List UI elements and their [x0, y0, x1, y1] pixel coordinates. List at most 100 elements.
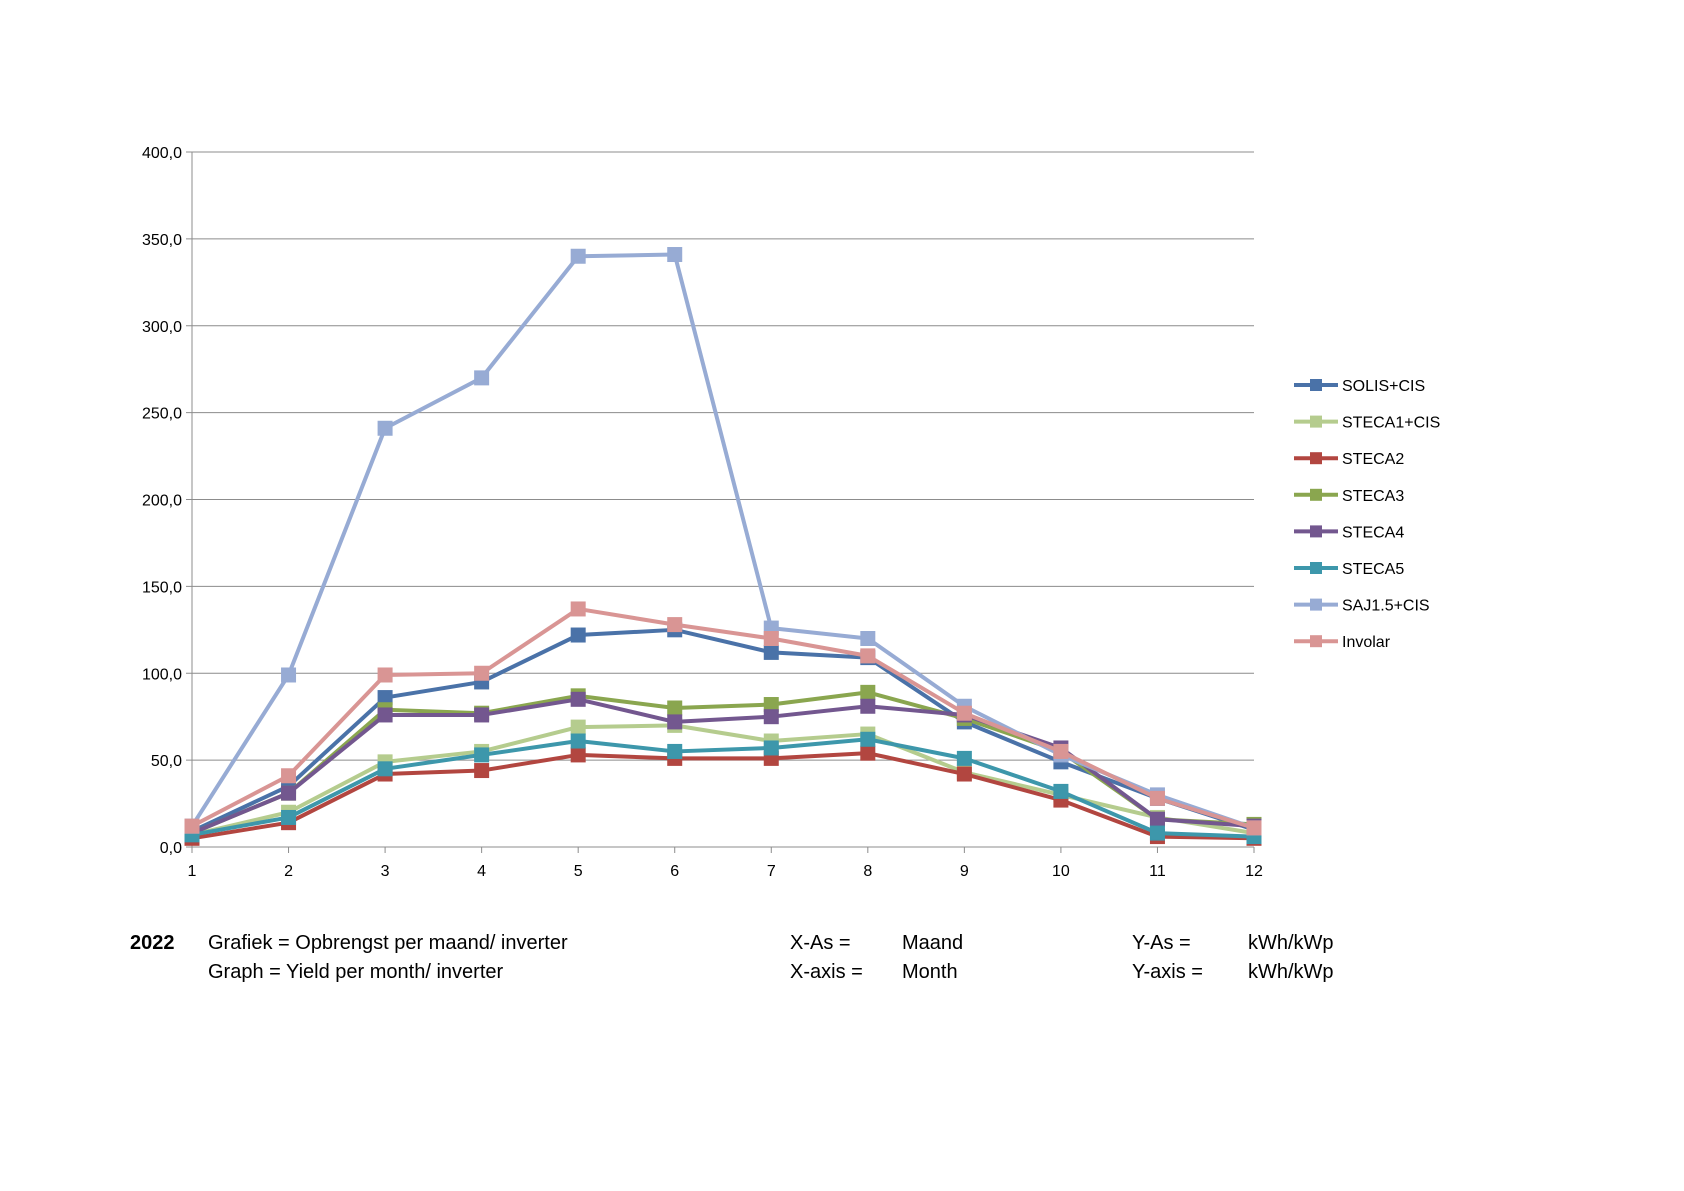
data-point-steca4 — [763, 709, 779, 725]
series-line-solis-cis — [191, 627, 1255, 834]
y-tick-label: 0,0 — [160, 840, 182, 857]
x-tick-label: 1 — [188, 863, 197, 880]
legend-marker — [1310, 525, 1322, 538]
x-tick-label: 4 — [477, 863, 486, 880]
legend-marker — [1310, 635, 1322, 648]
series-line-saj1-5-cis — [190, 252, 1255, 830]
series-line-involar — [191, 606, 1255, 830]
series-steca3 — [184, 684, 1262, 841]
data-point-steca5 — [281, 809, 297, 825]
data-point-saj1-5-cis — [860, 631, 876, 646]
data-point-involar — [667, 617, 683, 633]
data-point-saj1-5-cis — [281, 667, 297, 683]
x-tick-label: 8 — [863, 863, 872, 880]
x-tick-label: 7 — [767, 863, 776, 880]
x-tick-label: 5 — [574, 863, 583, 880]
data-point-steca2 — [956, 766, 972, 782]
data-point-solis-cis — [763, 644, 779, 660]
legend-label: STECA3 — [1342, 488, 1404, 505]
data-point-steca2 — [474, 763, 490, 779]
series-line-steca2 — [191, 751, 1255, 841]
caption-description-nl: Grafiek = Opbrengst per maand/ inverter — [208, 932, 568, 954]
legend-label: STECA4 — [1342, 524, 1404, 541]
data-point-steca5 — [956, 750, 972, 766]
caption-year: 2022 — [130, 932, 175, 954]
caption-description-en: Graph = Yield per month/ inverter — [208, 961, 504, 983]
data-point-steca5 — [1053, 783, 1069, 799]
y-tick-label: 250,0 — [142, 406, 182, 423]
legend-item-steca2: STECA2 — [1294, 451, 1404, 468]
data-point-involar — [184, 818, 200, 834]
caption-y-value-nl: kWh/kWp — [1248, 932, 1334, 954]
y-tick-label: 100,0 — [142, 666, 182, 683]
legend-item-solis-cis: SOLIS+CIS — [1294, 378, 1425, 395]
legend-label: STECA5 — [1342, 561, 1404, 578]
y-tick-label: 150,0 — [142, 579, 182, 596]
data-point-solis-cis — [570, 627, 586, 643]
caption-x-value-en: Month — [902, 961, 958, 983]
caption-x-label-nl: X-As = — [790, 932, 851, 954]
legend-label: Involar — [1342, 634, 1391, 651]
data-point-steca4 — [860, 698, 876, 714]
data-point-steca1-cis — [570, 719, 586, 735]
x-tick-label: 10 — [1052, 863, 1070, 880]
legend-item-saj1-5-cis: SAJ1.5+CIS — [1294, 598, 1430, 615]
data-point-saj1-5-cis — [570, 248, 586, 264]
x-tick-label: 3 — [381, 863, 390, 880]
data-point-steca4 — [377, 707, 393, 723]
data-point-steca4 — [667, 714, 683, 730]
data-point-involar — [377, 667, 393, 683]
legend-label: STECA1+CIS — [1342, 415, 1440, 432]
x-tick-label: 2 — [284, 863, 293, 880]
legend-item-steca5: STECA5 — [1294, 561, 1404, 578]
data-point-involar — [1246, 820, 1262, 836]
y-tick-label: 50,0 — [151, 753, 182, 770]
series-lines — [184, 247, 1262, 846]
data-point-involar — [1149, 790, 1165, 806]
y-axis-tick-labels: 0,0 50,0 100,0 150,0 200,0 250,0 300,0 350,0 400… — [142, 145, 182, 857]
data-point-steca2 — [570, 747, 586, 763]
legend-marker — [1310, 452, 1322, 465]
data-point-steca5 — [763, 740, 779, 756]
data-point-involar — [1053, 743, 1069, 759]
legend: SOLIS+CIS STECA1+CIS STECA2 STECA3 STECA4 STE… — [1294, 378, 1440, 651]
y-tick-label: 200,0 — [142, 493, 182, 510]
x-tick-label: 11 — [1149, 863, 1166, 880]
series-steca5 — [184, 731, 1262, 845]
caption-y-label-en: Y-axis = — [1132, 961, 1203, 983]
x-tick-label: 12 — [1245, 863, 1263, 880]
legend-label: SOLIS+CIS — [1342, 378, 1425, 395]
data-point-steca4 — [281, 785, 297, 801]
data-point-steca3 — [860, 684, 876, 700]
data-point-involar — [474, 665, 490, 681]
y-tick-label: 350,0 — [142, 232, 182, 249]
legend-marker — [1310, 379, 1322, 391]
caption-x-value-nl: Maand — [902, 932, 964, 954]
caption-y-label-nl: Y-As = — [1132, 932, 1191, 954]
x-tick-label: 6 — [670, 863, 679, 880]
data-point-saj1-5-cis — [667, 247, 683, 263]
y-tick-label: 300,0 — [142, 319, 182, 336]
data-point-involar — [956, 705, 972, 721]
data-point-steca5 — [570, 733, 586, 749]
data-point-steca5 — [667, 743, 683, 759]
data-point-involar — [763, 631, 779, 646]
data-point-steca2 — [860, 745, 876, 761]
data-point-steca5 — [474, 747, 490, 763]
data-point-steca3 — [667, 700, 683, 716]
legend-item-involar: Involar — [1294, 634, 1391, 651]
series-steca2 — [184, 745, 1262, 846]
data-point-steca5 — [377, 761, 393, 777]
legend-marker — [1310, 488, 1322, 501]
legend-item-steca4: STECA4 — [1294, 524, 1404, 541]
legend-marker — [1310, 562, 1322, 574]
legend-label: STECA2 — [1342, 451, 1404, 468]
data-point-involar — [281, 768, 297, 784]
y-tick-label: 400,0 — [142, 145, 182, 162]
legend-label: SAJ1.5+CIS — [1342, 598, 1430, 615]
legend-item-steca3: STECA3 — [1294, 488, 1404, 505]
data-point-involar — [860, 648, 876, 664]
x-tick-label: 9 — [960, 863, 969, 880]
axes — [186, 151, 1255, 853]
